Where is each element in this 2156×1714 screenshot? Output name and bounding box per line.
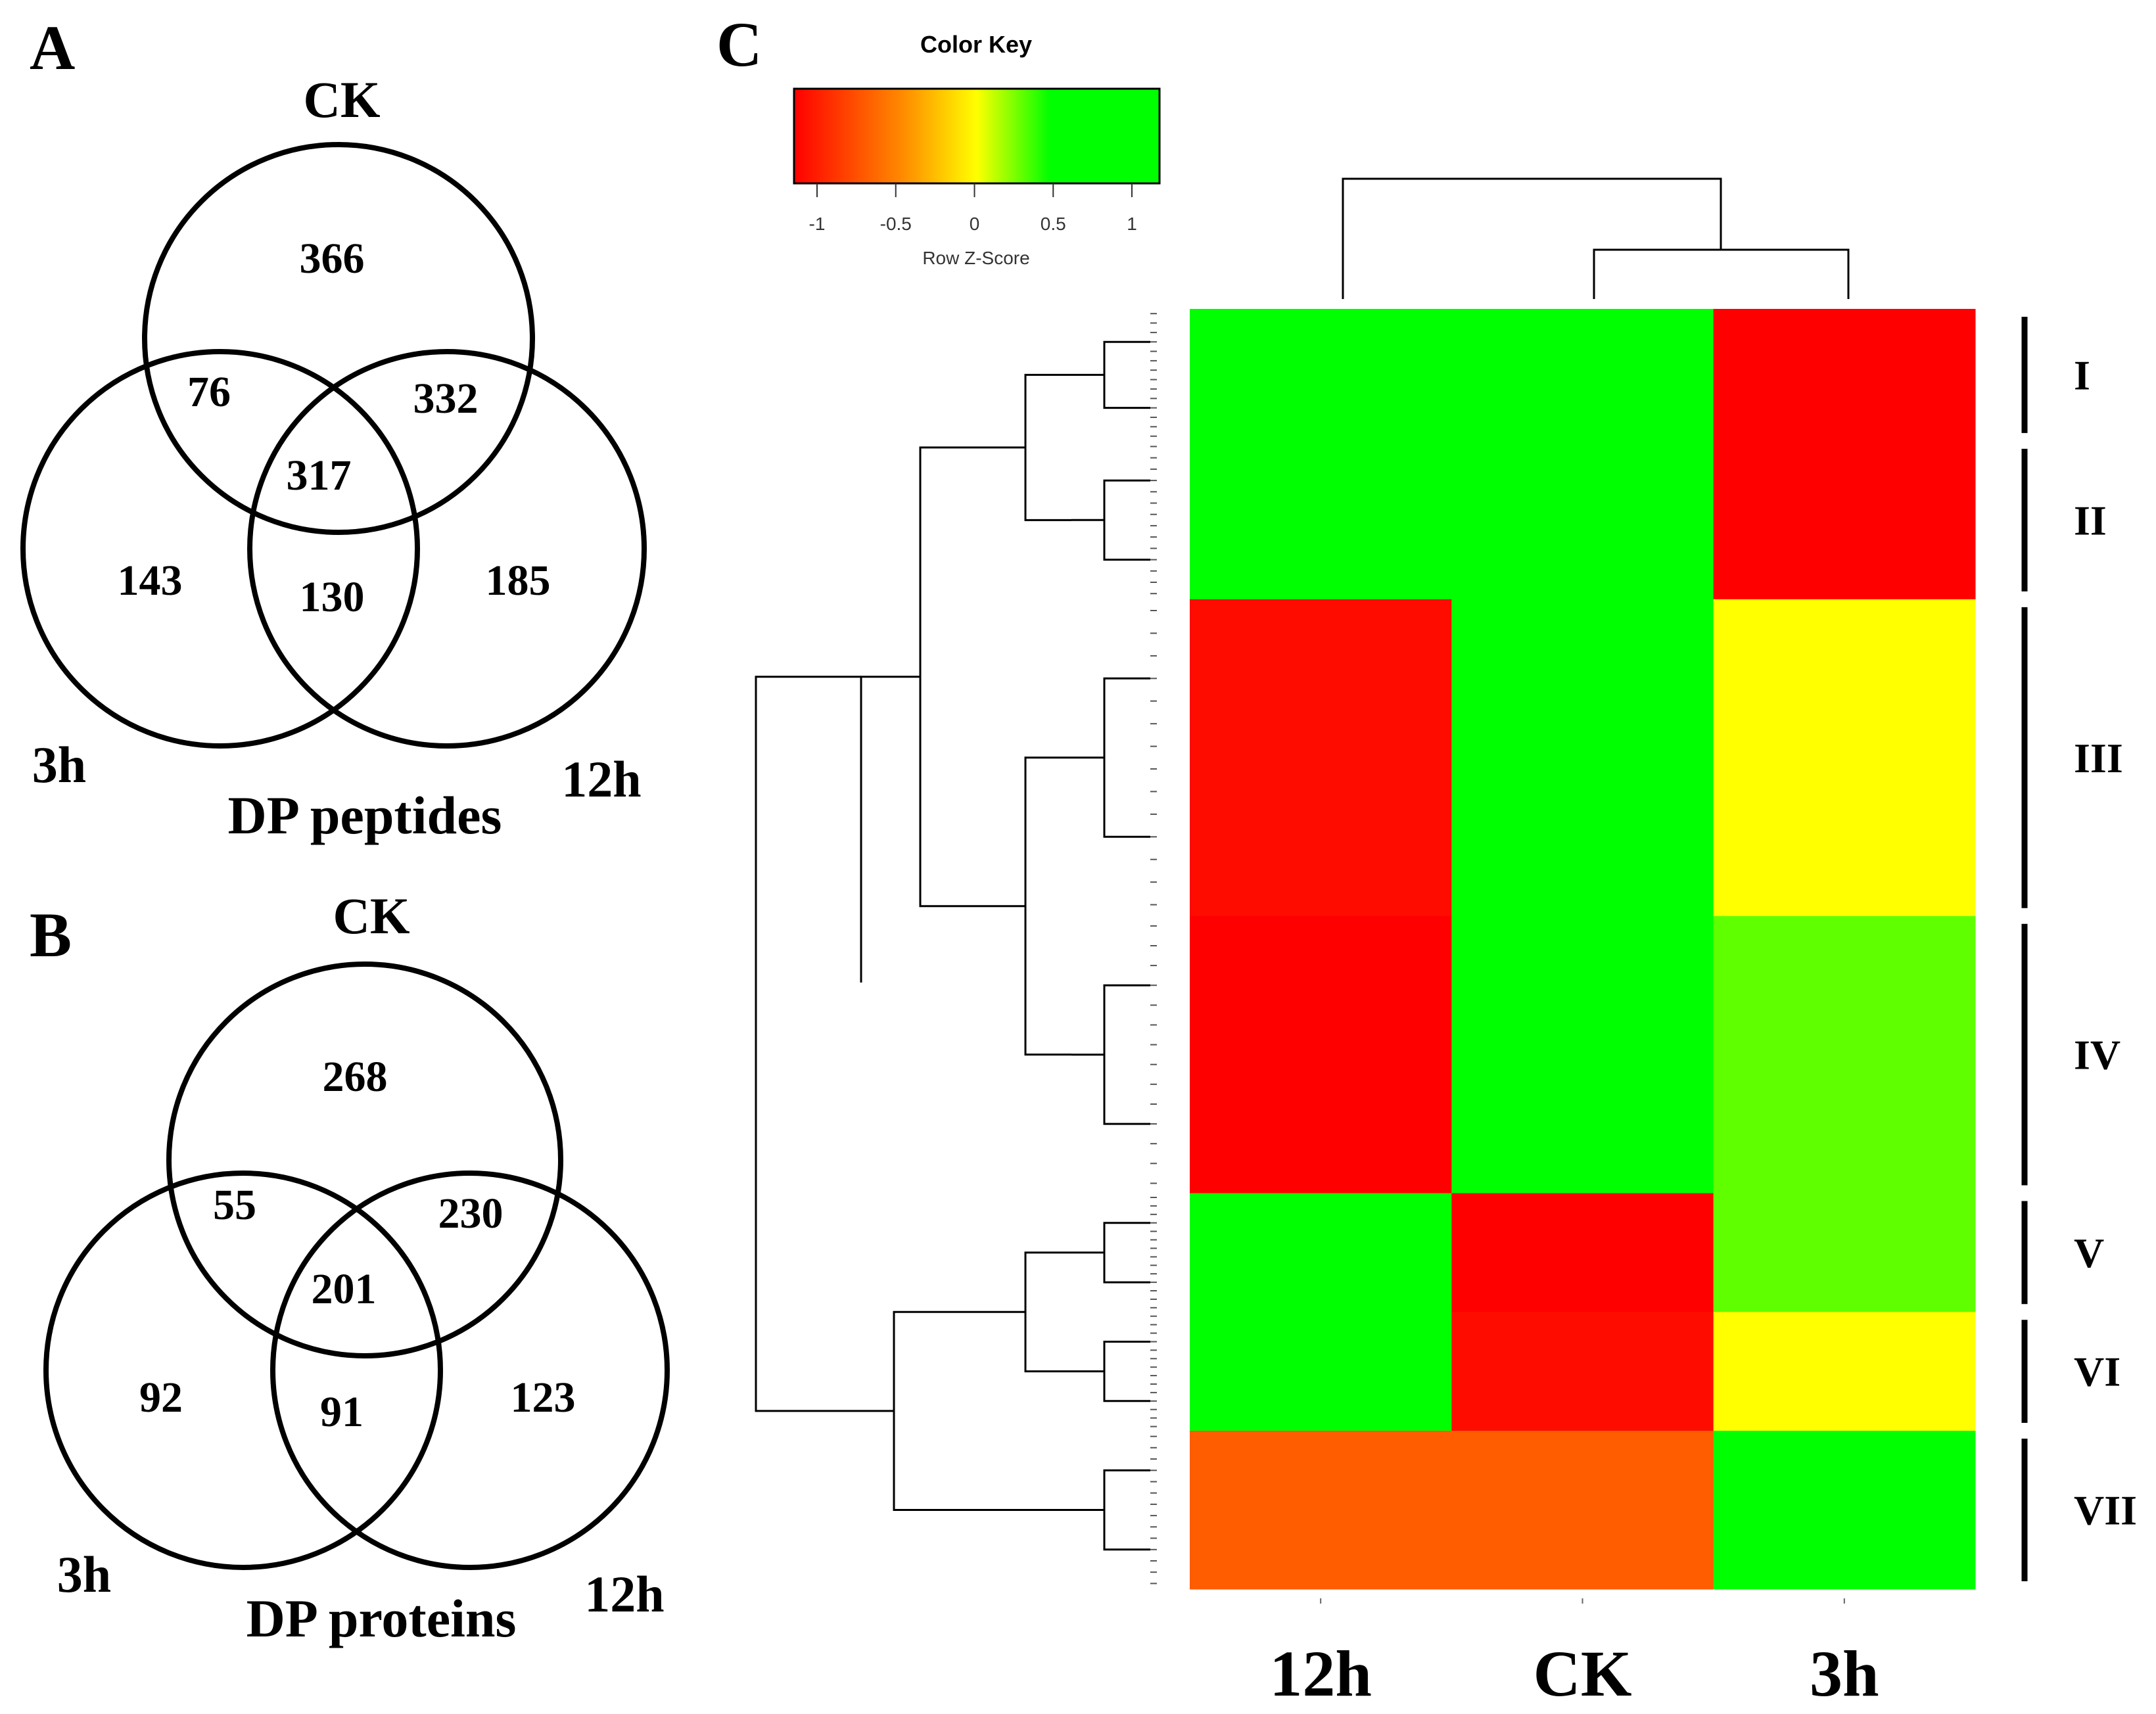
column-label: 12h [1269,1637,1372,1710]
heatmap-cell [1713,1312,1976,1431]
cluster-label: V [2074,1230,2104,1276]
venn-b-3h-only: 92 [139,1374,183,1422]
venn-a-circle-12h [247,349,647,749]
cluster-label: IV [2074,1032,2121,1078]
color-key-label: Row Z-Score [922,248,1029,268]
color-key-tick-label: -1 [809,214,826,234]
heatmap-cell [1190,599,1452,917]
cluster-label: VII [2074,1487,2137,1534]
cluster-label: VI [2074,1349,2121,1395]
venn-a-ck-12h: 332 [413,375,479,423]
venn-b-title: DP proteins [246,1588,517,1648]
row-dendrogram-branch [860,676,920,983]
color-key-gradient [793,87,1161,185]
venn-b-set-3h: 3h [57,1546,111,1603]
venn-b-12h-only: 123 [511,1374,576,1422]
column-label: 3h [1810,1637,1879,1710]
row-dendrogram-branch [1103,340,1150,409]
heatmap-cell [1713,599,1976,917]
venn-a-12h-only: 185 [486,557,551,605]
venn-a-circle-ck [142,142,535,535]
heatmap-cell [1190,309,1452,442]
color-key: Color Key -1 -0.5 0 0.5 1 Row Z-Score [793,31,1161,268]
venn-b-circle-12h [270,1170,670,1570]
venn-a-title: DP peptides [228,785,502,845]
heatmap-cell [1451,440,1714,600]
venn-panel-b: B CK 268 55 230 201 92 91 123 3h 12h DP … [30,887,670,1648]
heatmap-cell [1713,1193,1976,1312]
panel-letter-c: C [716,9,762,80]
heatmap-panel-c: C Color Key -1 -0.5 0 0.5 1 Row Z-Score [716,9,2137,1710]
heatmap-cell [1190,915,1452,1194]
venn-a-all: 317 [287,452,352,499]
heatmap-cell [1451,599,1714,917]
heatmap-cell [1713,1431,1976,1590]
column-dendrogram [1342,177,1850,299]
row-dendrogram-branch [755,676,894,1412]
column-labels: 12h CK 3h [1269,1598,1879,1710]
color-key-tick-label: 0.5 [1041,214,1066,234]
venn-b-ck-3h: 55 [213,1181,256,1229]
venn-b-all: 201 [312,1265,377,1313]
venn-b-ck-only: 268 [323,1053,388,1101]
cluster-label: II [2074,497,2107,544]
venn-b-3h-12h: 91 [320,1388,363,1436]
panel-letter-a: A [30,12,75,83]
color-key-tick-label: -0.5 [880,214,912,234]
panel-letter-b: B [30,900,72,970]
heatmap-cells [1190,309,1976,1590]
color-key-title: Color Key [920,31,1032,58]
venn-b-circle-3h [43,1170,443,1570]
heatmap-cell [1713,309,1976,442]
heatmap-cell [1190,1193,1452,1312]
heatmap-cell [1451,1431,1714,1590]
row-dendrogram-branch [1103,677,1150,838]
row-dendrogram-branch [893,1310,1071,1512]
column-dendrogram-upper [1342,177,1722,299]
column-label: CK [1534,1637,1632,1710]
venn-panel-a: A CK 366 76 332 317 143 130 185 3h 12h D… [20,12,647,845]
color-key-ticks: -1 -0.5 0 0.5 1 [809,183,1137,234]
venn-b-ck-12h: 230 [438,1190,504,1238]
venn-a-circle-3h [20,349,420,749]
cluster-label: III [2074,735,2123,781]
venn-a-ck-only: 366 [300,235,365,283]
venn-a-set-3h: 3h [32,736,86,793]
venn-a-set-ck: CK [304,71,381,128]
row-dendrogram-branch [1103,479,1150,561]
heatmap-cell [1451,1193,1714,1312]
heatmap-cell [1190,440,1452,600]
row-dendrogram-branch [1103,984,1150,1125]
heatmap-cell [1190,1312,1452,1431]
cluster-label: I [2074,352,2090,398]
row-dendrogram-branch [1024,1251,1071,1373]
heatmap-cell [1190,1431,1452,1590]
venn-a-set-12h: 12h [561,751,641,808]
heatmap-cell [1451,309,1714,442]
venn-a-3h-only: 143 [118,557,183,605]
heatmap-cell [1713,440,1976,600]
venn-a-3h-12h: 130 [300,573,365,621]
venn-b-set-ck: CK [333,887,410,944]
venn-a-ck-3h: 76 [187,368,231,416]
row-dendrogram-branch [1103,1469,1150,1551]
color-key-tick-label: 1 [1127,214,1137,234]
row-dendrogram-branch [1024,756,1071,1056]
row-dendrogram [755,313,1157,1585]
row-dendrogram-branch [1103,1341,1150,1402]
venn-b-circle-ck [166,961,563,1358]
venn-b-set-12h: 12h [584,1565,664,1623]
heatmap-cell [1451,915,1714,1194]
row-dendrogram-branch [1024,373,1071,521]
row-dendrogram-branch [1103,1222,1150,1284]
color-key-tick-label: 0 [970,214,980,234]
heatmap-cell [1713,915,1976,1194]
column-dendrogram-lower [1593,248,1850,299]
row-dendrogram-branch [919,446,1025,908]
heatmap-cell [1451,1312,1714,1431]
